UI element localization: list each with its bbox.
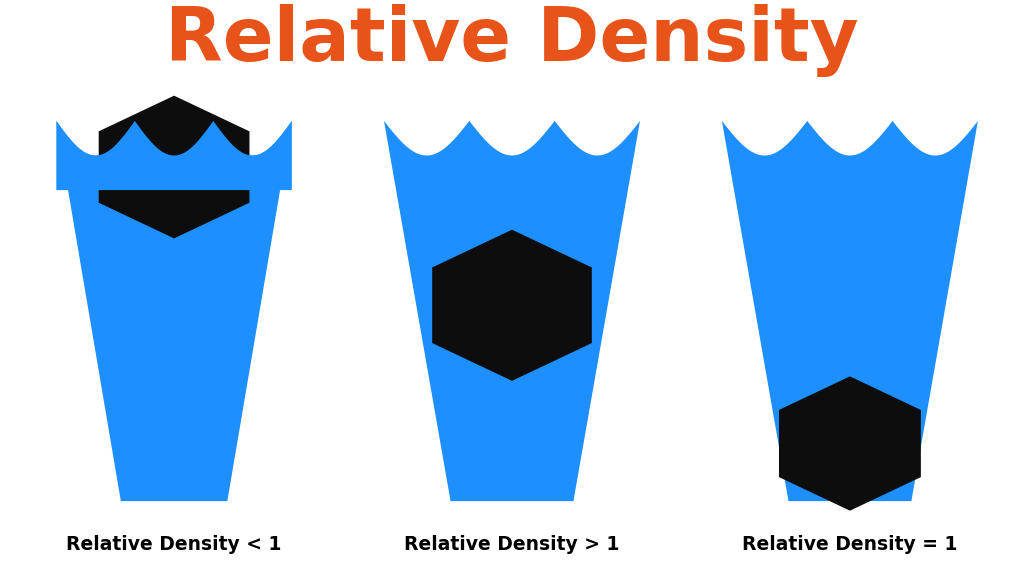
Polygon shape	[384, 121, 640, 501]
Polygon shape	[98, 96, 250, 238]
Polygon shape	[432, 230, 592, 381]
Text: Relative Density: Relative Density	[165, 4, 859, 77]
Text: Relative Density < 1: Relative Density < 1	[67, 535, 282, 554]
Polygon shape	[56, 121, 292, 501]
Text: Relative Density = 1: Relative Density = 1	[742, 535, 957, 554]
Polygon shape	[722, 121, 978, 501]
Polygon shape	[779, 376, 921, 511]
Polygon shape	[56, 121, 292, 190]
Text: Relative Density > 1: Relative Density > 1	[404, 535, 620, 554]
